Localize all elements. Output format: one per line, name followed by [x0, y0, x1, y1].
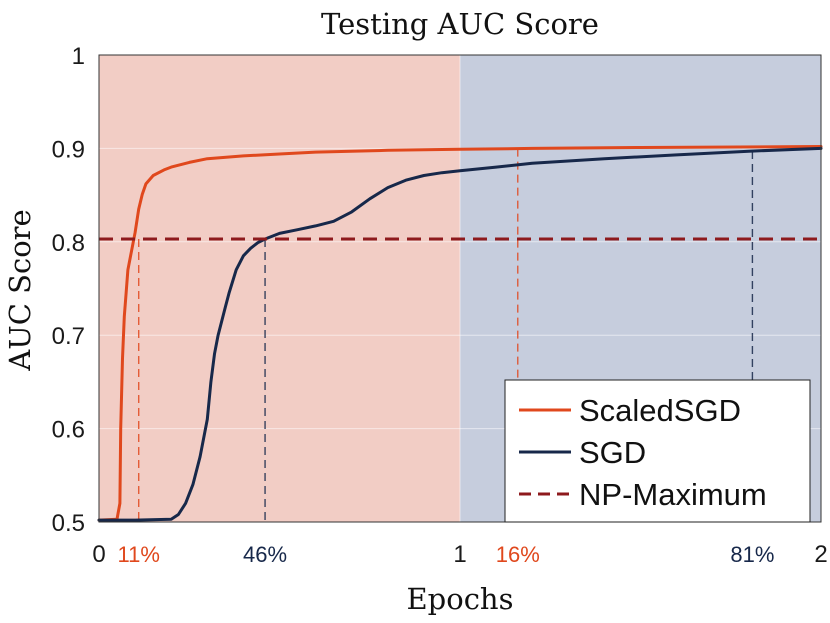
series-lines: [97, 145, 823, 522]
y-tick-label: 0.7: [52, 323, 85, 350]
y-tick-labels: 0.5 0.6 0.7 0.8 0.9 1: [52, 43, 85, 537]
y-tick-label: 0.8: [52, 230, 85, 257]
y-tick-label: 0.9: [52, 136, 85, 163]
series-line-scaledsgd: [97, 145, 823, 522]
y-axis-label: AUC Score: [3, 209, 37, 371]
marker-lines: [138, 148, 754, 522]
region-0: [99, 55, 460, 522]
marker-label: 81%: [730, 542, 774, 567]
x-tick-label: 2: [814, 541, 827, 568]
x-tick-labels: 0 1 2: [92, 541, 827, 568]
chart-title: Testing AUC Score: [321, 7, 599, 41]
x-axis-label: Epochs: [407, 582, 514, 616]
legend-label-scaledsgd: ScaledSGD: [579, 393, 741, 428]
marker-label: 46%: [243, 542, 287, 567]
y-tick-label: 1: [72, 43, 85, 70]
marker-label: 16%: [496, 542, 540, 567]
legend: ScaledSGD SGD NP-Maximum: [504, 379, 811, 523]
legend-label-sgd: SGD: [579, 435, 646, 470]
x-tick-label: 0: [92, 541, 105, 568]
legend-label-np-maximum: NP-Maximum: [579, 477, 767, 512]
shaded-regions: [99, 55, 821, 522]
marker-labels: 11% 46% 16% 81%: [118, 542, 775, 567]
marker-label: 11%: [118, 542, 160, 567]
x-tick-label: 1: [453, 541, 466, 568]
y-tick-label: 0.6: [52, 417, 85, 444]
y-tick-label: 0.5: [52, 510, 85, 537]
axes-frame: [98, 54, 822, 523]
